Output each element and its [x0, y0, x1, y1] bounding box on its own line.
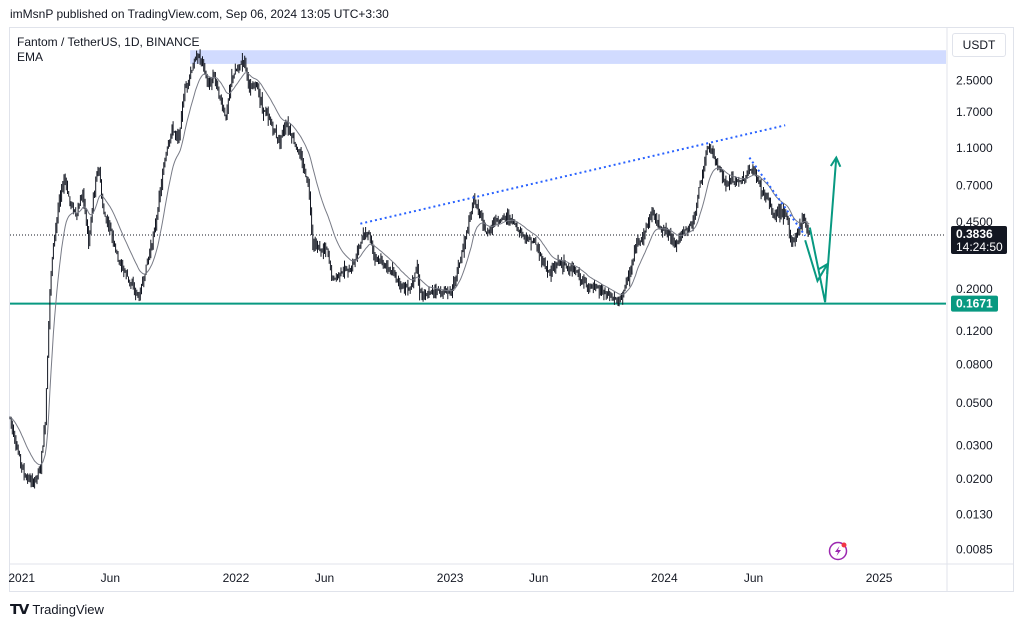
projection-arrow — [808, 157, 838, 303]
support-price-label: 0.1671 — [956, 297, 993, 311]
projection-arrow — [804, 239, 829, 284]
x-tick-label: Jun — [101, 571, 120, 585]
y-tick-label: 0.0085 — [956, 542, 993, 556]
y-tick-label: 0.0200 — [956, 472, 993, 486]
y-tick-label: 0.7000 — [956, 178, 993, 192]
currency-button[interactable]: USDT — [952, 33, 1006, 57]
x-tick-label: 2023 — [437, 571, 464, 585]
x-tick-label: 2021 — [8, 571, 35, 585]
y-tick-label: 2.5000 — [956, 73, 993, 87]
trendline — [748, 157, 806, 237]
current-price-badge — [951, 226, 1007, 255]
x-tick-label: Jun — [529, 571, 548, 585]
x-tick-label: Jun — [744, 571, 763, 585]
y-tick-label: 0.2000 — [956, 282, 993, 296]
symbol-legend[interactable]: Fantom / TetherUS, 1D, BINANCE EMA — [17, 35, 200, 65]
y-tick-label: 0.0130 — [956, 507, 993, 521]
y-tick-label: 0.0800 — [956, 357, 993, 371]
resistance-zone — [190, 50, 947, 64]
trendline — [360, 124, 786, 225]
y-tick-label: 1.7000 — [956, 105, 993, 119]
x-tick-label: 2024 — [651, 571, 678, 585]
replay-icon[interactable] — [828, 541, 848, 561]
countdown-label: 14:24:50 — [956, 240, 1003, 254]
y-tick-label: 1.1000 — [956, 141, 993, 155]
y-tick-label: 0.1200 — [956, 324, 993, 338]
ema-line — [9, 72, 810, 466]
x-tick-label: Jun — [315, 571, 334, 585]
symbol-title: Fantom / TetherUS, 1D, BINANCE — [17, 35, 200, 49]
arrow-head — [829, 155, 842, 168]
footer-brand[interactable]: 𝗧𝗩 TradingView — [10, 601, 104, 618]
x-tick-label: 2022 — [223, 571, 250, 585]
support-price-badge — [951, 295, 998, 312]
x-tick-label: 2025 — [866, 571, 893, 585]
y-tick-label: 0.0300 — [956, 438, 993, 452]
indicator-ema-label[interactable]: EMA — [17, 50, 44, 64]
y-tick-label: 0.4500 — [956, 215, 993, 229]
tradingview-logo-icon: 𝗧𝗩 — [10, 601, 29, 617]
chart-frame — [9, 27, 1014, 592]
brand-name: TradingView — [32, 602, 104, 617]
y-tick-label: 0.0500 — [956, 396, 993, 410]
publisher-header: imMsnP published on TradingView.com, Sep… — [10, 7, 389, 21]
current-price-label: 0.3836 — [956, 227, 993, 241]
